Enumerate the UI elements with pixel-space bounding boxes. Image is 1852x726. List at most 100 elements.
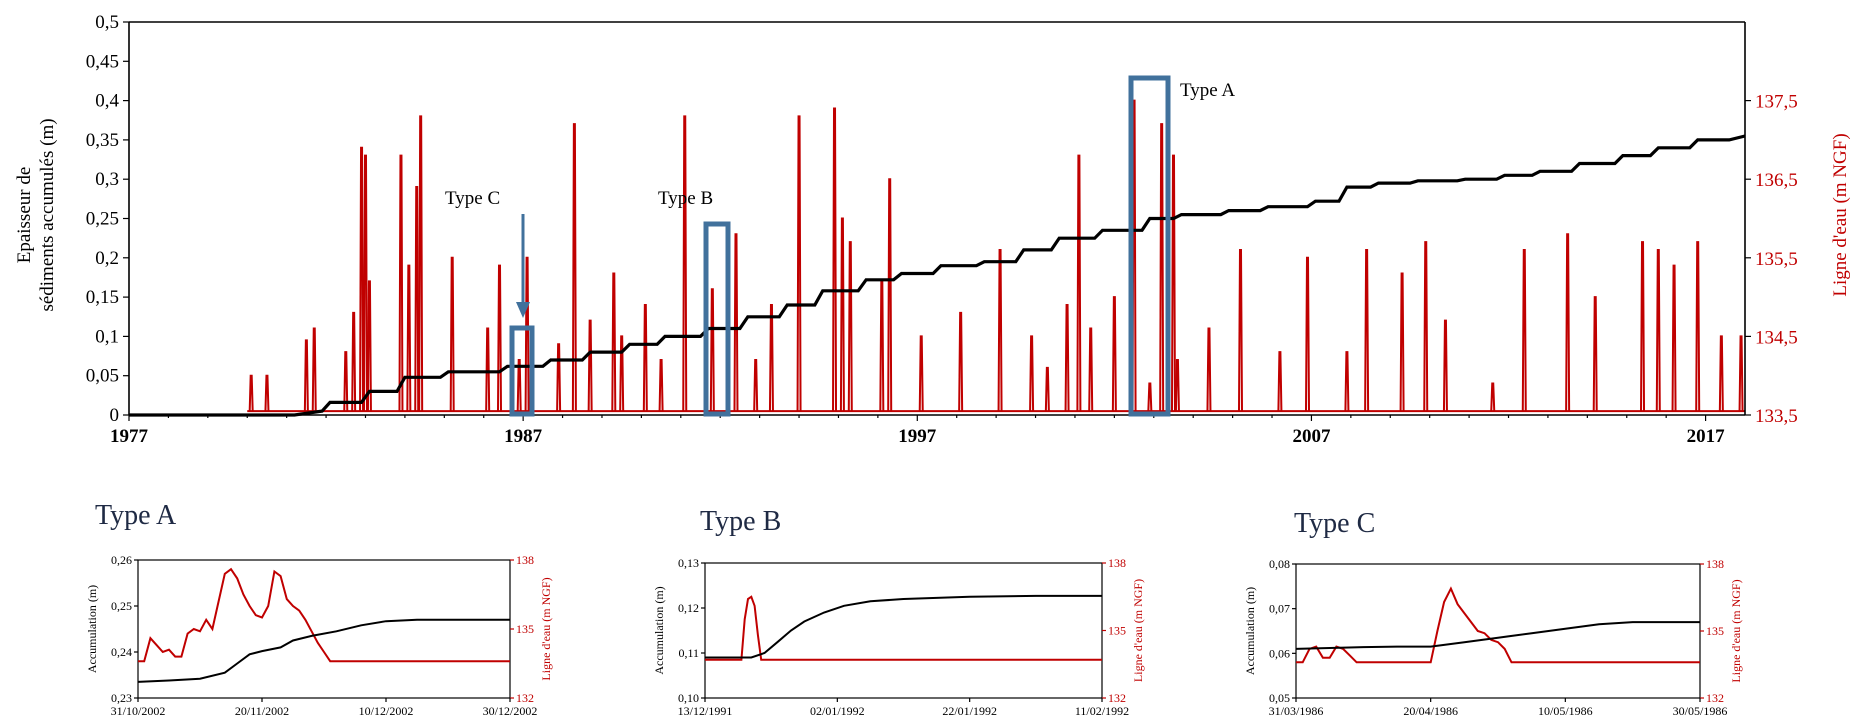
main-y-right-tick-label: 134,5: [1755, 327, 1798, 348]
panel-b: Type B 0,10 0,11 0,12 0,13 132 135 138 13/12/19…: [652, 506, 1145, 718]
main-y-left-tick-label: 0,45: [86, 51, 119, 72]
main-red-peak: [1565, 233, 1571, 412]
main-red-peak: [1147, 382, 1153, 412]
main-red-peak: [1521, 248, 1527, 412]
main-red-peak: [1029, 335, 1035, 412]
panel-a-x-tick-label: 31/10/2002: [111, 704, 166, 718]
main-red-peak: [1088, 327, 1094, 412]
main-red-peak: [1304, 256, 1310, 412]
panel-b-x-tick-label: 02/01/1992: [810, 704, 865, 718]
main-red-peak: [556, 343, 562, 412]
panel-a-x-tick-label: 10/12/2002: [359, 704, 414, 718]
panel-c-title: Type C: [1294, 508, 1375, 539]
main-red-peak: [879, 280, 885, 412]
panel-c-y-left-tick-label: 0,05: [1269, 691, 1290, 705]
main-red-peak: [1718, 335, 1724, 412]
main-y-left-label-line2: sédiments accumulés (m): [37, 118, 58, 311]
type-b-label: Type B: [658, 188, 713, 209]
panel-a-x-tick-label: 30/12/2002: [483, 704, 538, 718]
panel-b-x-tick-label: 13/12/1991: [678, 704, 733, 718]
main-red-peak: [796, 115, 802, 412]
panel-c-x-tick-label: 30/05/1986: [1673, 704, 1728, 718]
main-red-peak: [642, 303, 648, 412]
panel-c-y-right-tick-label: 135: [1706, 624, 1724, 638]
panel-b-x-tick-label: 22/01/1992: [942, 704, 997, 718]
main-red-peak: [366, 280, 372, 412]
main-red-peak: [1344, 351, 1350, 412]
panel-c-frame: [1295, 563, 1701, 699]
panel-c-x-tick-label: 20/04/1986: [1403, 704, 1458, 718]
main-x-tick-label: 2007: [1292, 426, 1331, 447]
main-red-peak: [1174, 358, 1180, 412]
panel-c-black-line: [1295, 621, 1700, 650]
main-chart: 0 0,05 0,1 0,15 0,2 0,25 0,3 0,35 0,4 0,45 0,5 133…: [14, 12, 1851, 447]
main-red-peak: [406, 264, 412, 412]
main-red-peak: [449, 256, 455, 412]
type-b-box: [703, 221, 731, 417]
main-y-right-label: Ligne d'eau (m NGF): [1830, 133, 1851, 296]
main-red-peak: [1237, 248, 1243, 412]
main-red-peak: [1655, 248, 1661, 412]
main-red-peak: [587, 319, 593, 412]
main-red-peak: [516, 358, 522, 412]
type-c-arrow-head: [516, 302, 530, 318]
panel-b-y-left-tick-label: 0,13: [678, 556, 699, 570]
panel-c-y-right-tick-label: 138: [1706, 557, 1724, 571]
panel-a-y-left-tick-label: 0,24: [111, 645, 132, 659]
panel-a-y-right-tick-label: 135: [516, 622, 534, 636]
main-red-peak: [832, 107, 838, 412]
type-c-label: Type C: [445, 188, 500, 209]
panel-b-y-left-label: Accumulation (m): [652, 586, 666, 674]
main-red-peak: [1640, 241, 1646, 412]
panel-c-y-left-tick-label: 0,08: [1269, 557, 1290, 571]
main-red-peak: [1490, 382, 1496, 412]
main-red-peak: [362, 154, 368, 412]
panel-c-x-tick-label: 10/05/1986: [1538, 704, 1593, 718]
panel-c-y-left-label: Accumulation (m): [1243, 587, 1257, 675]
panel-c: Type C 0,05 0,06 0,07 0,08 132 135 138 31/03/19…: [1243, 508, 1743, 718]
main-y-left-tick-label: 0: [110, 405, 120, 426]
main-red-peak: [1592, 296, 1598, 412]
main-red-peak: [1738, 335, 1744, 412]
main-red-peak: [1044, 366, 1050, 412]
main-y-right-tick-label: 136,5: [1755, 170, 1798, 191]
main-red-peak: [1159, 123, 1165, 412]
main-red-peak: [264, 374, 270, 412]
main-red-peak: [1206, 327, 1212, 412]
main-y-left-tick-label: 0,4: [95, 91, 119, 112]
main-y-left-tick-label: 0,35: [86, 130, 119, 151]
main-red-peak: [1064, 303, 1070, 412]
panel-a-y-right-tick-label: 138: [516, 553, 534, 567]
main-red-peak: [1399, 272, 1405, 412]
main-red-peak: [414, 186, 420, 412]
main-red-peak: [619, 335, 625, 412]
main-red-peak: [351, 311, 357, 412]
main-red-peak: [303, 339, 309, 412]
main-y-left-ticks: 0 0,05 0,1 0,15 0,2 0,25 0,3 0,35 0,4 0,45 0,5: [86, 12, 129, 426]
panel-c-red-line: [1296, 586, 1700, 664]
panel-c-y-left-tick-label: 0,06: [1269, 646, 1290, 660]
panel-c-y-right-tick-label: 132: [1706, 691, 1724, 705]
main-y-left-tick-label: 0,25: [86, 209, 119, 230]
panel-c-y-left-tick-label: 0,07: [1269, 602, 1290, 616]
main-red-peak: [571, 123, 577, 412]
panel-b-black-line: [705, 594, 1102, 659]
panel-a-y-left-label: Accumulation (m): [85, 585, 99, 673]
main-red-peak: [1277, 351, 1283, 412]
panel-a-y-left-tick-label: 0,25: [111, 599, 132, 613]
panel-b-red-line: [705, 595, 1102, 661]
main-red-peak: [839, 217, 845, 412]
main-red-peak: [418, 115, 424, 412]
main-red-peak: [359, 146, 365, 412]
main-y-left-label-line1: Epaisseur de: [14, 167, 35, 264]
main-red-peak: [485, 327, 491, 412]
main-red-peak: [1442, 319, 1448, 412]
panel-c-x-tick-label: 31/03/1986: [1269, 704, 1324, 718]
main-red-peak: [918, 335, 924, 412]
panel-a-y-right-tick-label: 132: [516, 691, 534, 705]
panel-a-red-line: [138, 567, 510, 663]
main-x-ticks: 1977 1987 1997 2007 2017: [110, 415, 1725, 447]
panel-b-frame: [704, 562, 1103, 699]
main-x-tick-label: 1987: [504, 426, 543, 447]
